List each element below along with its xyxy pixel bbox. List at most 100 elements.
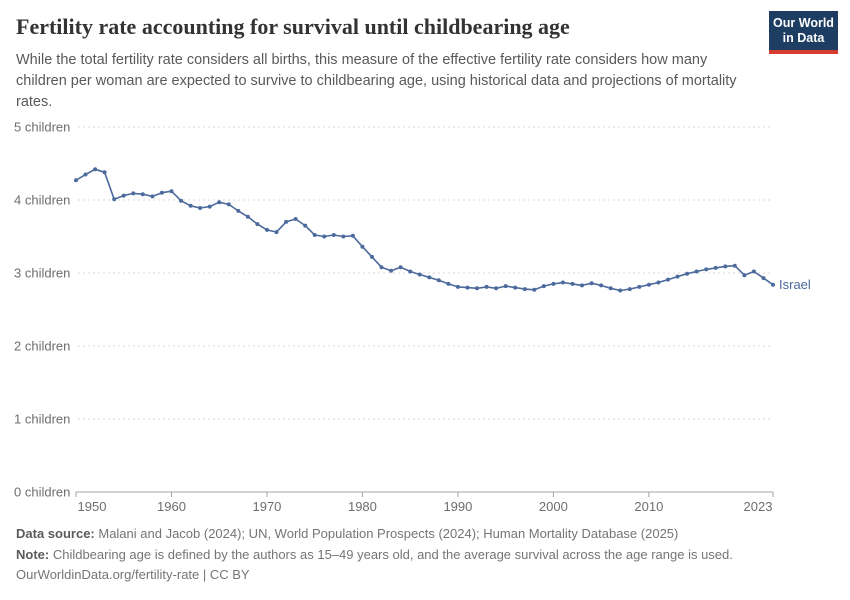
data-point[interactable]	[179, 198, 183, 203]
data-point[interactable]	[370, 254, 374, 259]
data-point[interactable]	[551, 281, 556, 286]
data-point[interactable]	[360, 244, 365, 249]
data-point[interactable]	[112, 197, 117, 202]
data-point[interactable]	[207, 204, 212, 209]
data-point[interactable]	[570, 281, 575, 286]
data-point[interactable]	[198, 206, 203, 210]
data-point[interactable]	[484, 284, 489, 289]
data-source-line: Data source: Malani and Jacob (2024); UN…	[16, 524, 836, 545]
series-label-israel[interactable]: Israel	[779, 277, 811, 292]
data-point[interactable]	[713, 265, 718, 270]
data-point[interactable]	[121, 193, 126, 198]
x-axis-tick-label: 1990	[443, 499, 472, 514]
owid-logo-line1: Our World	[773, 16, 834, 30]
note-text: Childbearing age is defined by the autho…	[49, 546, 733, 562]
data-point[interactable]	[150, 194, 155, 199]
data-point[interactable]	[303, 223, 308, 228]
data-point[interactable]	[446, 281, 451, 286]
data-point[interactable]	[618, 288, 623, 293]
data-point[interactable]	[685, 271, 690, 276]
data-point[interactable]	[284, 219, 289, 224]
data-point[interactable]	[74, 178, 78, 183]
data-point[interactable]	[350, 233, 355, 238]
data-point[interactable]	[341, 234, 346, 239]
data-point[interactable]	[188, 203, 193, 208]
data-point[interactable]	[217, 200, 222, 205]
x-axis-tick-label: 2023	[744, 499, 773, 514]
owid-logo[interactable]: Our World in Data	[769, 11, 838, 54]
data-point[interactable]	[398, 265, 403, 270]
data-point[interactable]	[436, 278, 441, 283]
data-point[interactable]	[293, 217, 298, 221]
x-axis-tick-label: 1960	[157, 499, 186, 514]
y-axis-tick-label: 3 children	[14, 266, 70, 281]
data-point[interactable]	[627, 287, 632, 292]
data-point[interactable]	[522, 287, 527, 292]
data-point[interactable]	[245, 214, 250, 219]
data-point[interactable]	[675, 274, 680, 279]
data-point[interactable]	[465, 285, 470, 290]
data-point[interactable]	[560, 280, 565, 285]
y-axis-tick-label: 1 children	[14, 412, 70, 427]
data-point[interactable]	[541, 284, 546, 289]
data-point[interactable]	[83, 172, 88, 177]
data-point[interactable]	[331, 233, 336, 237]
data-point[interactable]	[475, 286, 479, 291]
data-point[interactable]	[379, 265, 384, 270]
data-point[interactable]	[723, 264, 728, 269]
data-source-text: Malani and Jacob (2024); UN, World Popul…	[94, 526, 679, 541]
data-point[interactable]	[265, 227, 269, 232]
data-point[interactable]	[742, 273, 747, 278]
data-point[interactable]	[637, 284, 642, 289]
data-point[interactable]	[169, 189, 174, 194]
data-point[interactable]	[427, 275, 432, 280]
data-point[interactable]	[646, 282, 651, 287]
data-point[interactable]	[771, 282, 775, 287]
data-point[interactable]	[751, 269, 756, 274]
data-source-label: Data source:	[16, 526, 95, 541]
data-point[interactable]	[140, 192, 145, 197]
data-point[interactable]	[408, 269, 413, 274]
data-point[interactable]	[589, 281, 594, 286]
data-point[interactable]	[599, 283, 604, 288]
data-point[interactable]	[503, 284, 508, 289]
data-point[interactable]	[236, 208, 241, 213]
note-label: Note:	[16, 546, 50, 562]
data-point[interactable]	[656, 280, 661, 285]
x-axis-tick-label: 1970	[252, 499, 281, 514]
data-point[interactable]	[694, 269, 699, 274]
data-point[interactable]	[666, 277, 670, 282]
y-axis-tick-label: 0 children	[14, 485, 70, 500]
y-axis-tick-label: 4 children	[14, 193, 70, 208]
data-point[interactable]	[312, 233, 317, 237]
data-point[interactable]	[417, 272, 422, 277]
owid-logo-line2: in Data	[782, 31, 825, 45]
data-point[interactable]	[322, 234, 327, 239]
series-line-israel[interactable]	[75, 168, 774, 292]
x-axis-tick-label: 2010	[634, 499, 663, 514]
data-point[interactable]	[513, 285, 518, 290]
data-point[interactable]	[704, 267, 709, 272]
data-point[interactable]	[455, 284, 460, 289]
data-point[interactable]	[761, 276, 766, 281]
data-point[interactable]	[732, 263, 737, 268]
data-point[interactable]	[580, 283, 584, 288]
data-point[interactable]	[494, 286, 499, 291]
page-title: Fertility rate accounting for survival u…	[16, 14, 570, 39]
chart-subtitle: While the total fertility rate considers…	[16, 52, 737, 111]
data-point[interactable]	[226, 202, 231, 207]
chart-footer: Data source: Malani and Jacob (2024); UN…	[16, 524, 836, 586]
data-point[interactable]	[102, 170, 107, 175]
data-point[interactable]	[131, 191, 136, 196]
data-point[interactable]	[608, 286, 613, 291]
data-point[interactable]	[274, 230, 279, 235]
note-line: Note: Childbearing age is defined by the…	[16, 545, 836, 566]
data-point[interactable]	[532, 287, 537, 292]
y-axis-tick-label: 5 children	[14, 120, 70, 135]
data-point[interactable]	[389, 268, 394, 273]
x-axis-tick-label: 1980	[348, 499, 377, 514]
data-point[interactable]	[93, 167, 98, 172]
data-point[interactable]	[255, 222, 260, 227]
data-point[interactable]	[159, 190, 164, 195]
